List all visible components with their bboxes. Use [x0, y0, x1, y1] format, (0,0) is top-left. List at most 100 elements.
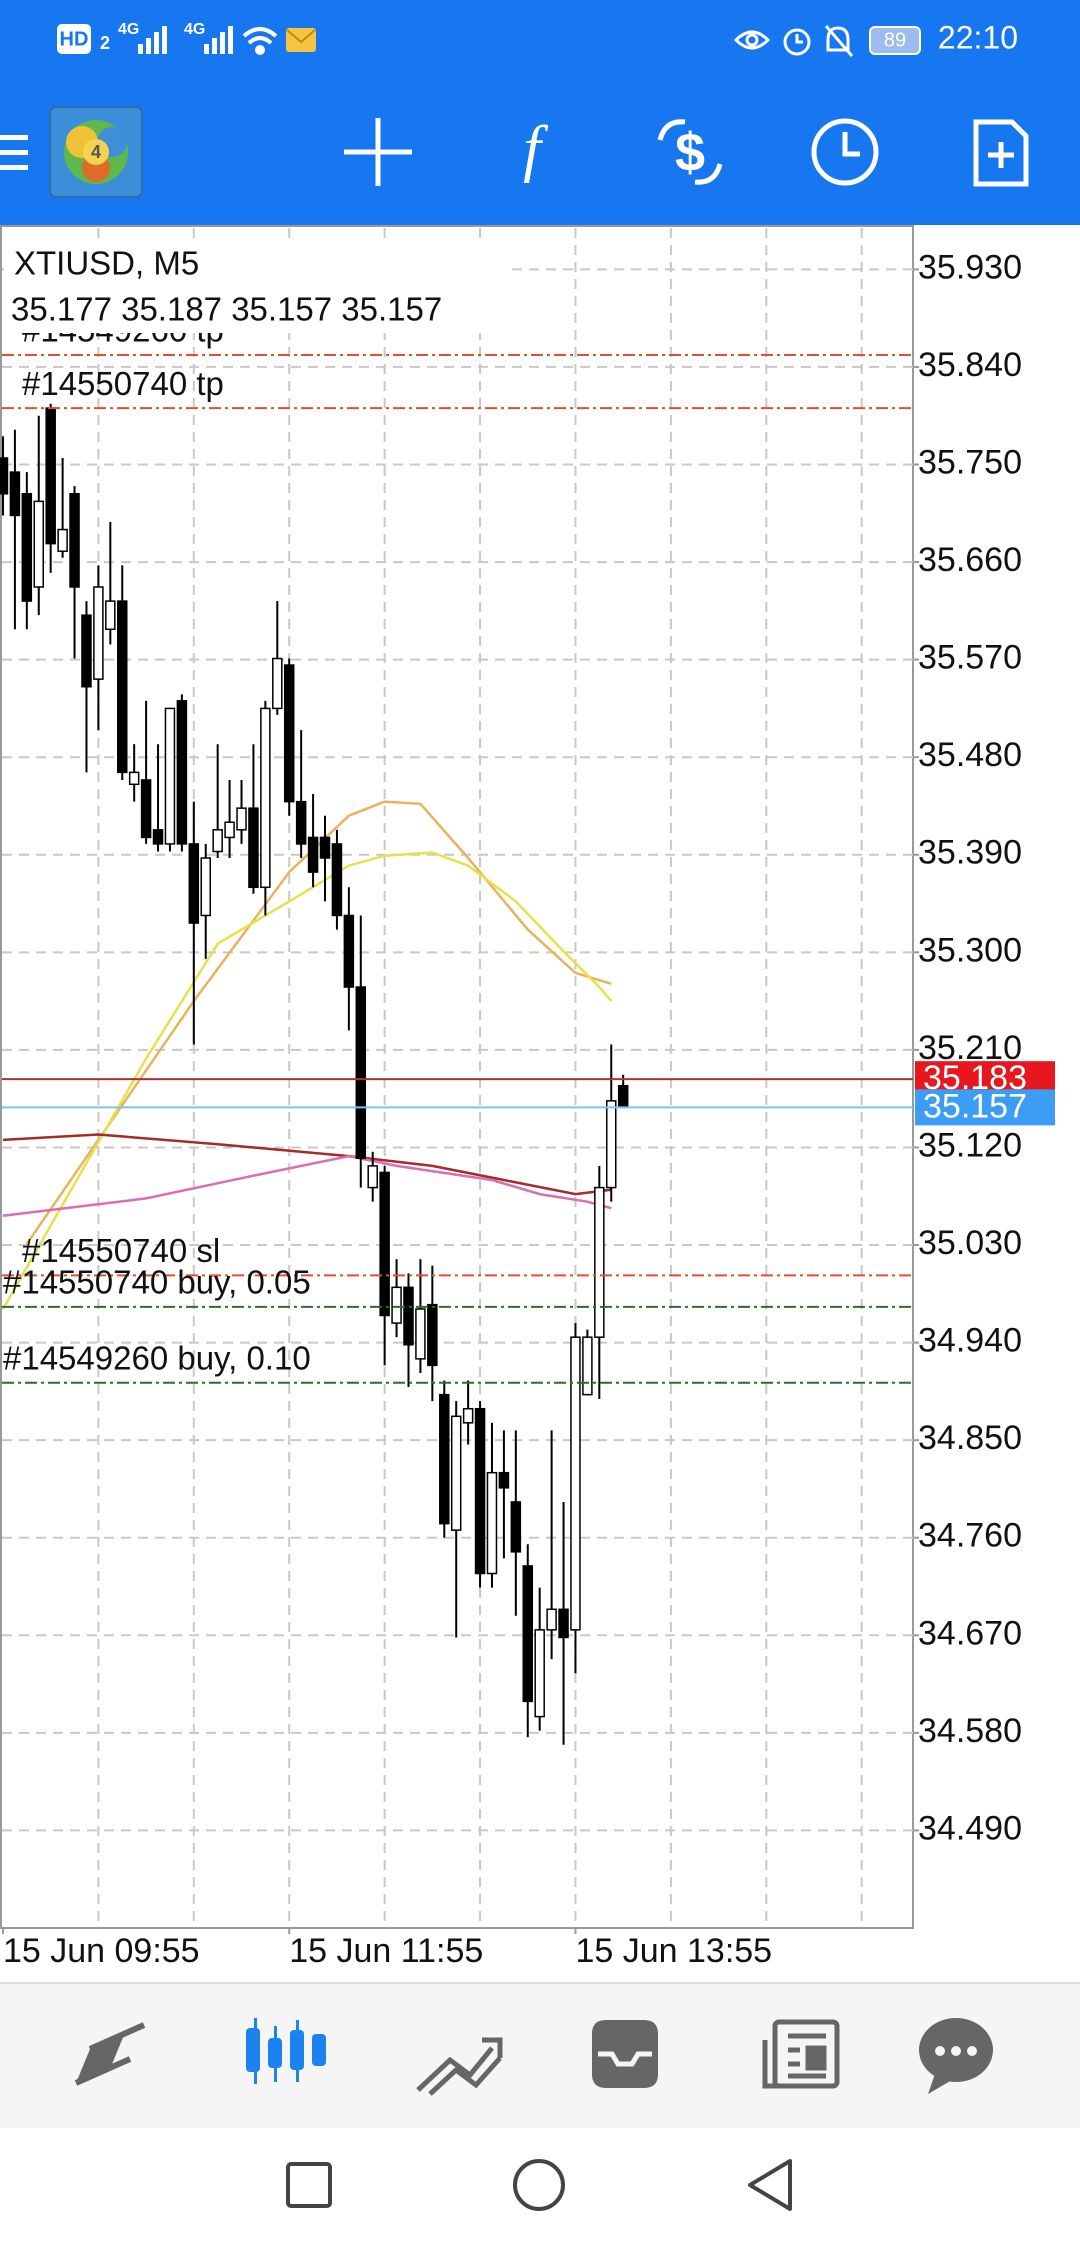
candle-body: [391, 1286, 402, 1324]
news-tab[interactable]: [762, 2019, 840, 2089]
candle-body: [307, 836, 319, 873]
x-tick-label: 15 Jun 13:55: [575, 1932, 772, 1970]
candle-body: [224, 821, 235, 839]
svg-text:4: 4: [91, 142, 101, 162]
moving-average: [2, 1133, 612, 1196]
trade-button[interactable]: $: [657, 119, 723, 185]
candle-body: [510, 1501, 522, 1553]
chart-tab[interactable]: [246, 2018, 326, 2084]
chat-tab[interactable]: [919, 2018, 993, 2094]
candle-body: [33, 500, 45, 588]
candle-body: [260, 707, 271, 889]
order-label: #14550740 tp: [22, 365, 224, 402]
candle-body: [319, 836, 331, 859]
trade-tab[interactable]: [416, 2037, 503, 2096]
history-tab[interactable]: [592, 2020, 658, 2088]
y-tick-label: 35.750: [918, 443, 1022, 481]
candle-body: [558, 1608, 569, 1639]
moving-average: [1, 851, 613, 1310]
signal-2: [204, 26, 233, 54]
bell-off-icon: [824, 25, 854, 57]
chart-title: XTIUSD, M5: [14, 245, 199, 282]
candle-body: [498, 1471, 510, 1489]
y-tick-label: 34.670: [918, 1614, 1022, 1652]
system-nav: [0, 2128, 1080, 2244]
y-tick-label: 35.210: [918, 1029, 1022, 1067]
candle-body: [546, 1608, 557, 1631]
candle-body: [295, 800, 307, 845]
recents-button[interactable]: [286, 2162, 332, 2208]
candle-body: [450, 1415, 462, 1531]
candle-body: [212, 829, 223, 853]
eye-icon: [733, 30, 771, 50]
candle-body: [117, 600, 128, 774]
y-tick-label: 34.760: [918, 1517, 1022, 1555]
candle-body: [283, 664, 295, 803]
candle-body: [188, 843, 200, 924]
period-button[interactable]: [811, 118, 879, 186]
bid-box: [915, 1089, 1055, 1126]
chart-frame: [0, 225, 914, 1929]
candle-body: [21, 493, 33, 602]
candle-body: [355, 986, 367, 1160]
candle-body: [200, 857, 211, 917]
candle-body: [582, 1336, 593, 1396]
wifi-icon: [242, 27, 278, 55]
candle-body: [128, 771, 140, 786]
y-tick-label: 35.840: [918, 346, 1022, 384]
y-tick-label: 35.390: [918, 834, 1022, 872]
y-tick-label: 35.570: [918, 639, 1022, 677]
y-tick-label: 35.120: [918, 1126, 1022, 1164]
y-tick-label: 35.030: [918, 1224, 1022, 1262]
y-tick-label: 34.940: [918, 1322, 1022, 1360]
bottom-nav: [0, 1983, 1080, 2128]
candle-body: [176, 700, 188, 845]
hd-badge: [57, 24, 91, 54]
candle-body: [0, 457, 9, 495]
app-logo[interactable]: 4: [49, 106, 143, 198]
order-label: #14549260 buy, 0.10: [3, 1339, 311, 1376]
sim-text: 2: [100, 33, 110, 53]
candle-body: [164, 707, 176, 845]
y-tick-label: 34.580: [918, 1712, 1022, 1750]
candle-body: [367, 1165, 378, 1189]
back-button[interactable]: [748, 2159, 792, 2211]
bid-label: 35.157: [923, 1087, 1027, 1125]
svg-text:$: $: [675, 122, 705, 182]
net-text: 4G: [118, 21, 139, 38]
candle-body: [403, 1286, 414, 1346]
net-text: 4G: [184, 21, 205, 38]
candle-body: [343, 914, 355, 988]
menu-button[interactable]: [0, 135, 28, 170]
candle-body: [45, 407, 56, 545]
candle-body: [81, 614, 92, 688]
candle-body: [379, 1171, 390, 1317]
candle-body: [140, 779, 152, 839]
candle-body: [439, 1393, 450, 1525]
moving-average: [2, 1154, 612, 1218]
home-button[interactable]: [513, 2159, 565, 2211]
candle-body: [570, 1336, 581, 1631]
candle-body: [474, 1407, 486, 1575]
new-order-button[interactable]: [973, 119, 1029, 187]
candle-body: [331, 843, 343, 917]
order-label: #14550740 buy, 0.05: [3, 1264, 311, 1301]
alarm-icon: [783, 28, 811, 56]
candle-body: [69, 493, 80, 588]
quotes-tab[interactable]: [74, 2022, 146, 2086]
candle-body: [427, 1303, 438, 1367]
candle-body: [486, 1471, 498, 1575]
candle-body: [415, 1308, 426, 1360]
hd-text: HD: [60, 28, 89, 50]
candle-body: [462, 1407, 474, 1424]
crosshair-button[interactable]: [344, 118, 412, 186]
order-label: #14550740 sl: [22, 1232, 220, 1269]
candle-body: [93, 586, 104, 680]
candle-body: [534, 1629, 545, 1718]
signal-1: [138, 26, 167, 54]
y-tick-label: 35.480: [918, 736, 1022, 774]
plot: 35.930 35.840 35.750 35.660 35.570 35.480 35.3…: [0, 228, 1055, 1970]
candle-body: [272, 657, 283, 710]
